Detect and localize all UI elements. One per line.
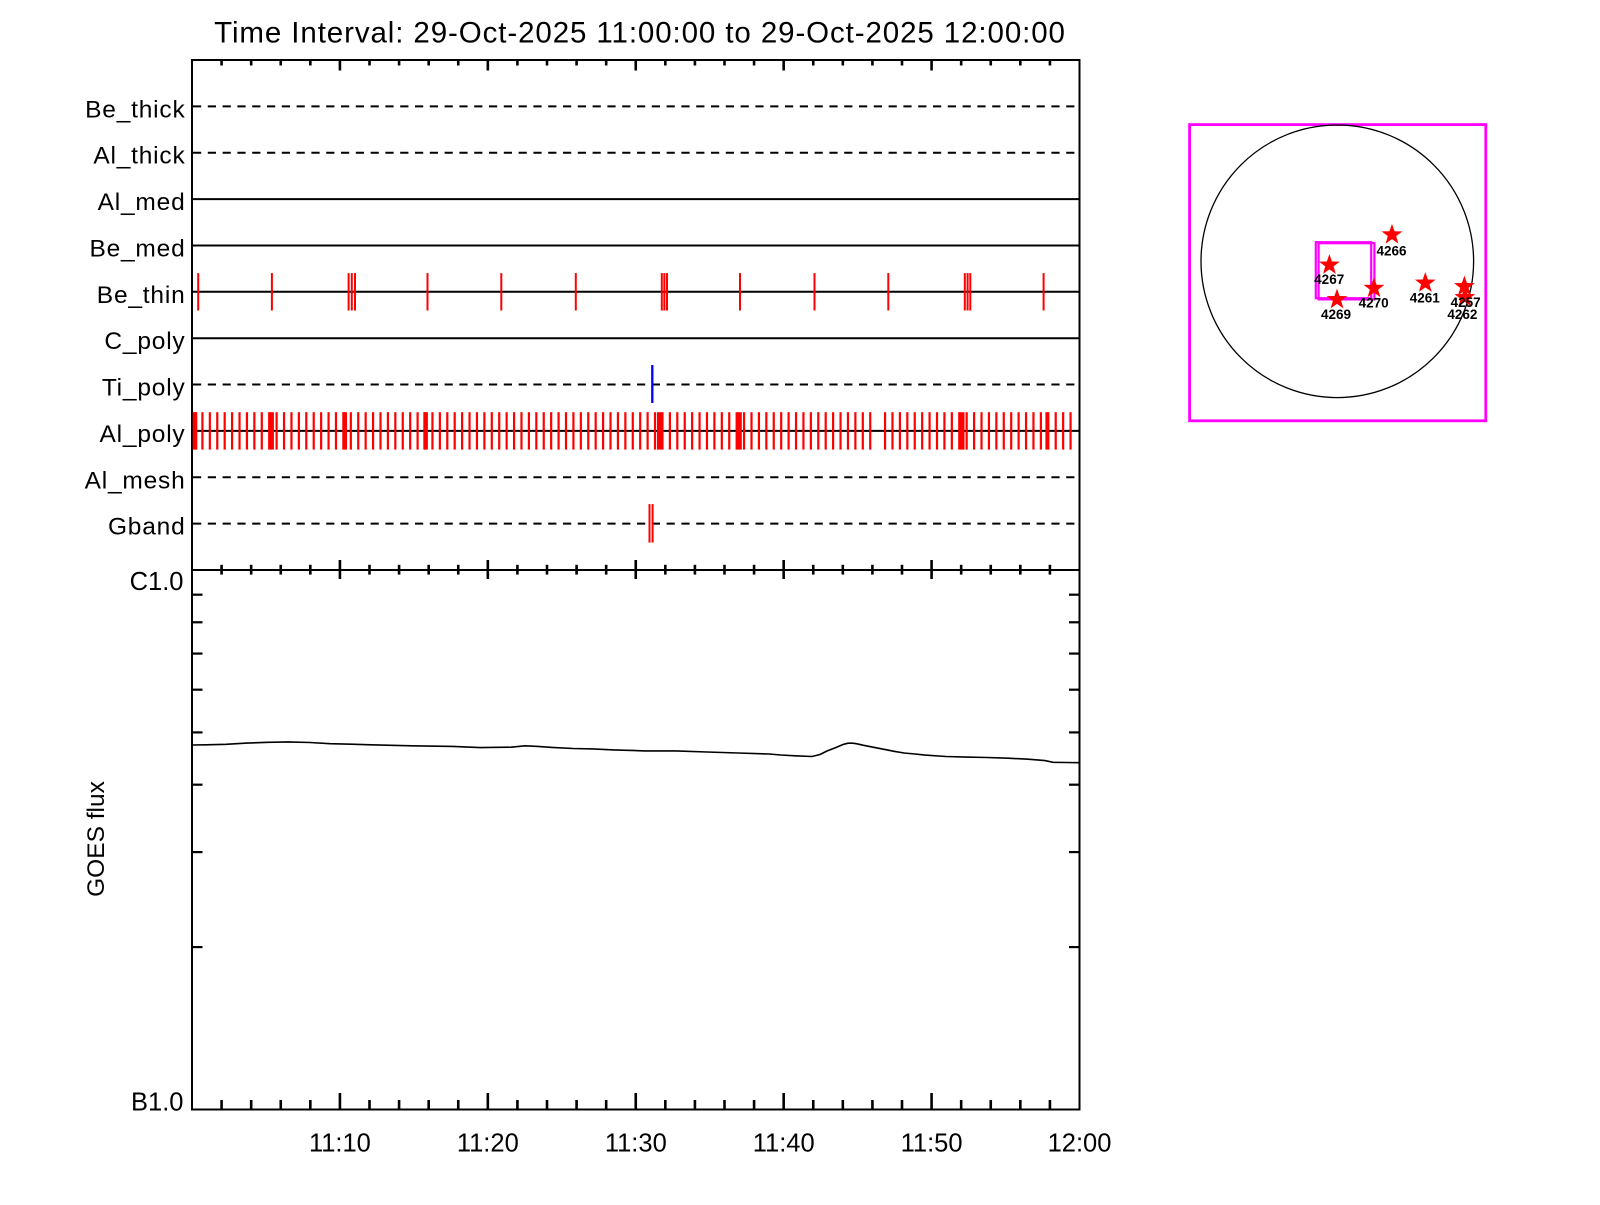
svg-text:4262: 4262 xyxy=(1447,307,1477,322)
svg-text:C1.0: C1.0 xyxy=(130,568,184,596)
svg-text:Time Interval: 29-Oct-2025 11:: Time Interval: 29-Oct-2025 11:00:00 to 2… xyxy=(214,17,1066,50)
svg-text:4261: 4261 xyxy=(1410,291,1441,306)
svg-text:Al_thick: Al_thick xyxy=(93,143,185,170)
svg-text:11:40: 11:40 xyxy=(753,1130,815,1158)
svg-text:Al_med: Al_med xyxy=(98,189,186,216)
svg-text:11:10: 11:10 xyxy=(309,1130,371,1158)
svg-text:4257: 4257 xyxy=(1451,295,1481,310)
svg-text:Be_med: Be_med xyxy=(89,236,185,263)
svg-text:B1.0: B1.0 xyxy=(131,1089,183,1117)
svg-text:11:50: 11:50 xyxy=(901,1130,963,1158)
svg-text:Al_poly: Al_poly xyxy=(100,421,186,448)
svg-text:4269: 4269 xyxy=(1321,307,1351,322)
svg-text:Be_thin: Be_thin xyxy=(97,282,186,309)
svg-text:Gband: Gband xyxy=(108,514,186,541)
svg-text:12:00: 12:00 xyxy=(1048,1130,1112,1158)
svg-text:11:30: 11:30 xyxy=(605,1130,667,1158)
svg-text:C_poly: C_poly xyxy=(104,328,185,355)
svg-text:4267: 4267 xyxy=(1314,272,1344,287)
svg-text:GOES flux: GOES flux xyxy=(83,781,110,897)
svg-text:11:20: 11:20 xyxy=(457,1130,519,1158)
svg-text:4270: 4270 xyxy=(1359,296,1389,311)
svg-text:Al_mesh: Al_mesh xyxy=(85,467,186,494)
svg-text:Ti_poly: Ti_poly xyxy=(102,375,186,402)
svg-text:4266: 4266 xyxy=(1376,243,1407,258)
svg-text:Be_thick: Be_thick xyxy=(85,96,185,123)
